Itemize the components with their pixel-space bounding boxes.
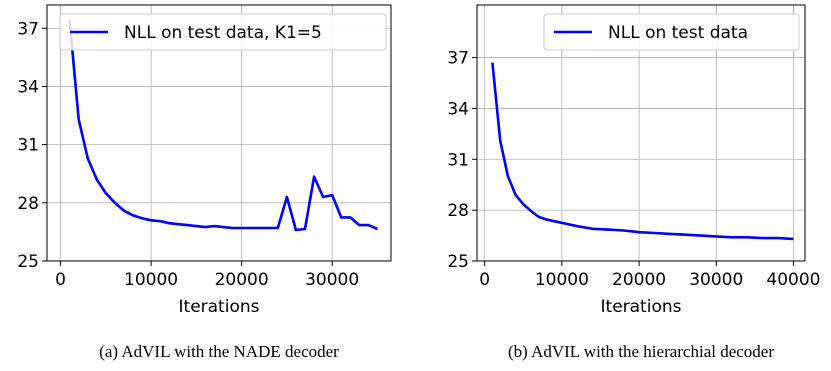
legend-label: NLL on test data, K1=5: [124, 23, 322, 43]
x-tick-label: 30000: [305, 270, 359, 290]
x-tick-label: 0: [479, 270, 490, 290]
figure-caption: (a) AdVIL with the NADE decoder: [99, 342, 339, 361]
plot-frame: [476, 4, 806, 262]
y-tick-label: 31: [17, 136, 39, 156]
legend: NLL on test data, K1=5: [59, 13, 387, 51]
chart-a: 0 10000 20000 30000 25 28 31 34 37 Iterations NLL …: [17, 4, 392, 361]
legend-label: NLL on test data: [608, 23, 748, 43]
legend-box: [59, 13, 387, 51]
x-tick-label: 10000: [535, 270, 589, 290]
chart-b: 0 10000 20000 30000 40000 25 28 31 34 37 Iteration…: [447, 4, 820, 361]
y-tick-label: 28: [17, 194, 39, 214]
y-tick-label: 34: [447, 99, 469, 119]
legend-box: [543, 13, 800, 51]
x-tick-label: 0: [55, 270, 66, 290]
x-tick-label: 30000: [689, 270, 743, 290]
plot-frame: [46, 4, 392, 262]
y-tick-label: 34: [17, 77, 39, 97]
x-axis-label: Iterations: [601, 297, 682, 317]
x-tick-label: 10000: [124, 270, 178, 290]
y-tick-label: 37: [447, 49, 469, 69]
figure-caption: (b) AdVIL with the hierarchial decoder: [508, 342, 774, 361]
y-tick-label: 28: [447, 201, 469, 221]
series-line: [68, 20, 378, 232]
y-tick-label: 37: [17, 19, 39, 39]
legend: NLL on test data: [543, 13, 800, 51]
x-tick-label: 20000: [215, 270, 269, 290]
x-tick-label: 40000: [766, 270, 820, 290]
y-tick-label: 31: [447, 150, 469, 170]
y-tick-label: 25: [17, 252, 39, 272]
x-axis-label: Iterations: [179, 297, 260, 317]
x-tick-label: 20000: [612, 270, 666, 290]
y-tick-label: 25: [447, 252, 469, 272]
series-line: [491, 62, 794, 241]
